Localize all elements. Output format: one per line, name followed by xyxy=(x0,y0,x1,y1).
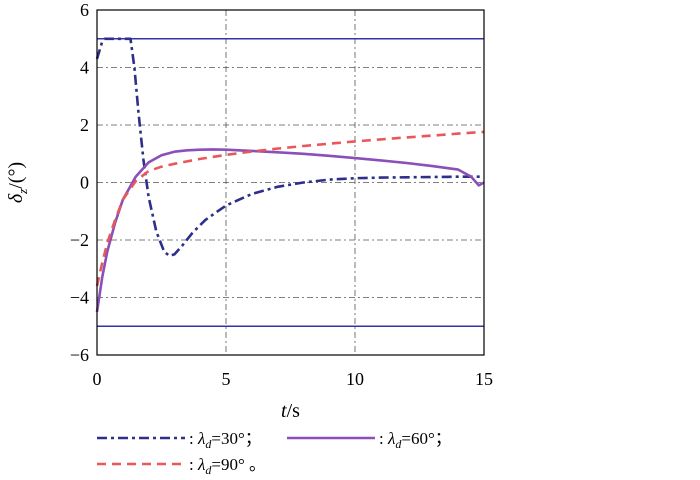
legend-subscript: d xyxy=(205,463,212,477)
y-axis-unit: /(°) xyxy=(5,162,27,189)
limit-lines xyxy=(97,37,484,328)
legend-symbol: λ xyxy=(197,455,205,474)
grid xyxy=(97,10,484,355)
y-tick-label: 2 xyxy=(80,115,89,135)
x-tick-label: 5 xyxy=(222,369,231,389)
legend-value: =60°； xyxy=(401,429,451,448)
y-tick-label: −2 xyxy=(70,230,89,250)
y-tick-label: 6 xyxy=(80,0,89,20)
y-axis-symbol: δ xyxy=(5,193,27,203)
series-line-2 xyxy=(95,148,485,313)
y-tick-label: −4 xyxy=(70,288,89,308)
y-axis-subscript: z xyxy=(15,189,30,195)
legend-prefix: : xyxy=(379,429,388,448)
legend-prefix: : xyxy=(189,455,198,474)
legend-value: =90° 。 xyxy=(211,455,266,474)
legend-label-3: : λd=90° 。 xyxy=(189,455,266,477)
x-tick-label: 15 xyxy=(475,369,493,389)
series-group xyxy=(95,37,485,313)
x-tick-label: 10 xyxy=(346,369,364,389)
y-axis-label: δz/(°) xyxy=(5,162,30,203)
legend-value: =30°； xyxy=(211,429,261,448)
x-tick-labels: 0 5 10 15 xyxy=(93,369,494,389)
y-tick-label: 0 xyxy=(80,173,89,193)
legend-label-2: : λd=60°； xyxy=(379,429,452,451)
legend-symbol: λ xyxy=(197,429,205,448)
legend-subscript: d xyxy=(395,437,402,451)
legend-prefix: : xyxy=(189,429,198,448)
x-tick-label: 0 xyxy=(93,369,102,389)
plot-frame xyxy=(96,9,485,356)
y-tick-label: −6 xyxy=(70,345,89,365)
x-axis-symbol: t xyxy=(281,400,287,422)
legend: : λd=30°；: λd=60°；: λd=90° 。 xyxy=(97,429,452,477)
legend-subscript: d xyxy=(205,437,212,451)
x-axis-label: t/s xyxy=(281,400,300,422)
y-tick-label: 4 xyxy=(80,58,89,78)
series-line-1 xyxy=(95,37,484,258)
legend-symbol: λ xyxy=(387,429,395,448)
legend-label-1: : λd=30°； xyxy=(189,429,262,451)
x-axis-unit: /s xyxy=(287,400,301,422)
y-tick-labels: −6 −4 −2 0 2 4 6 xyxy=(70,0,89,365)
series-line-3 xyxy=(95,130,485,287)
